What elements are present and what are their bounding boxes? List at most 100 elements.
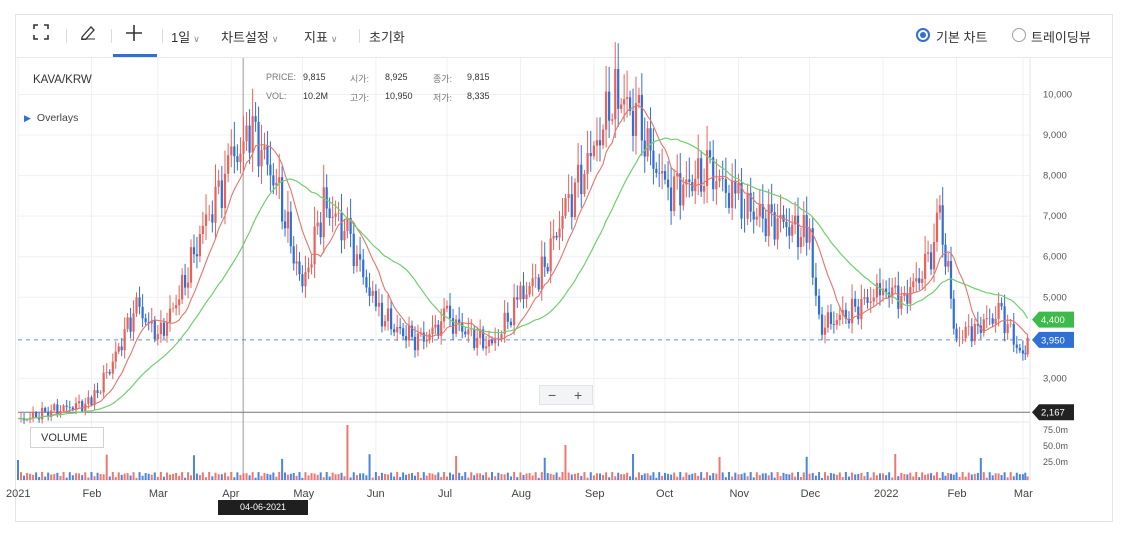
volume-bar	[580, 475, 583, 480]
volume-bar	[298, 472, 301, 480]
volume-bar	[697, 475, 700, 480]
volume-bar	[814, 475, 817, 480]
volume-bar	[841, 477, 844, 480]
basic-chart-radio[interactable]	[916, 28, 930, 42]
volume-bar	[537, 477, 540, 480]
volume-bar	[776, 472, 779, 480]
pencil-icon[interactable]	[79, 24, 97, 45]
x-tick-label: May	[293, 488, 314, 500]
volume-bar	[150, 474, 153, 480]
volume-bar	[65, 477, 68, 480]
volume-bar	[970, 474, 973, 480]
volume-bar	[1026, 476, 1029, 480]
volume-bar	[162, 476, 165, 480]
volume-bar	[885, 475, 888, 480]
indicators-dropdown[interactable]: 지표 ∨	[304, 27, 338, 46]
volume-bar	[685, 472, 688, 480]
volume-bar	[445, 476, 448, 480]
volume-tick-label: 25.0m	[1043, 457, 1068, 467]
high-value: 10,950	[385, 91, 413, 101]
open-label: 시가:	[350, 74, 370, 84]
volume-bar	[334, 474, 337, 480]
volume-bar	[23, 475, 26, 480]
volume-bar	[649, 475, 652, 480]
fullscreen-icon[interactable]	[33, 24, 49, 45]
open-value: 8,925	[385, 72, 408, 82]
trading-view-radio[interactable]	[1012, 28, 1026, 42]
x-tick-label: Feb	[82, 488, 101, 500]
volume-bar	[263, 472, 266, 480]
volume-bar	[620, 474, 623, 480]
volume-bar	[245, 473, 248, 480]
volume-bar	[952, 474, 955, 480]
volume-bar	[570, 474, 573, 480]
volume-bar	[482, 475, 485, 480]
volume-bar	[257, 472, 260, 480]
overlays-label: Overlays	[36, 112, 79, 124]
current-price-tag-text: 3,950	[1041, 335, 1065, 346]
volume-bar	[275, 476, 278, 480]
volume-bar	[564, 445, 567, 480]
ma-long-price-tag: 4,400	[1032, 311, 1074, 328]
volume-bar	[377, 476, 380, 480]
volume-bar	[799, 476, 802, 480]
crosshair-icon[interactable]	[125, 24, 143, 47]
volume-bar	[558, 476, 561, 480]
volume-bar	[731, 476, 734, 480]
volume-bar	[62, 472, 65, 480]
close-label: 종가:	[433, 74, 453, 84]
volume-bar	[961, 472, 964, 480]
volume-bar	[419, 477, 422, 480]
volume-bar	[851, 472, 854, 480]
low-label: 저가:	[433, 93, 453, 103]
volume-bar	[667, 473, 670, 480]
volume-bar	[316, 474, 319, 480]
volume-tick-label: 50.0m	[1043, 441, 1068, 451]
volume-bar	[794, 476, 797, 480]
volume-bar	[586, 477, 589, 480]
volume-bar	[313, 473, 316, 480]
volume-bar	[522, 474, 525, 480]
volume-bar	[605, 472, 608, 480]
volume-bar	[1018, 474, 1021, 480]
overlays-toggle[interactable]: ▶ Overlays	[24, 112, 78, 124]
volume-bar	[319, 472, 322, 480]
volume-bar	[682, 476, 685, 480]
basic-chart-label[interactable]: 기본 차트	[936, 30, 988, 45]
volume-bar	[791, 472, 794, 480]
volume-bar	[53, 473, 56, 480]
zoom-in-button[interactable]: +	[574, 387, 583, 403]
zoom-controls: − +	[539, 385, 593, 405]
volume-bar	[126, 473, 129, 480]
volume-bar	[930, 473, 933, 480]
interval-dropdown[interactable]: 1일 ∨	[171, 27, 200, 46]
high-label: 고가:	[350, 93, 370, 103]
volume-bar	[967, 472, 970, 480]
volume-bar	[506, 472, 509, 480]
volume-bar	[272, 472, 275, 480]
reset-button[interactable]: 초기화	[369, 30, 405, 45]
x-tick-label: 2021	[6, 488, 30, 500]
volume-bar	[467, 477, 470, 480]
volume-bar	[941, 472, 944, 480]
zoom-out-button[interactable]: −	[548, 387, 557, 403]
chart-settings-dropdown[interactable]: 차트설정 ∨	[221, 27, 278, 46]
trading-view-label[interactable]: 트레이딩뷰	[1031, 30, 1091, 45]
volume-bar	[416, 472, 419, 480]
volume-bar	[251, 472, 254, 480]
volume-bar	[159, 472, 162, 480]
volume-bar	[464, 472, 467, 480]
volume-bar	[175, 472, 178, 480]
volume-bar	[924, 474, 927, 480]
pair-title: KAVA/KRW	[33, 74, 92, 86]
volume-bar	[882, 473, 885, 480]
volume-bar	[1003, 472, 1006, 480]
volume-bar	[844, 472, 847, 480]
volume-bar	[872, 472, 875, 480]
volume-bar	[583, 472, 586, 480]
volume-bar	[187, 472, 190, 480]
volume-bar	[500, 474, 503, 480]
volume-bar	[894, 454, 897, 480]
volume-bar	[99, 474, 102, 480]
